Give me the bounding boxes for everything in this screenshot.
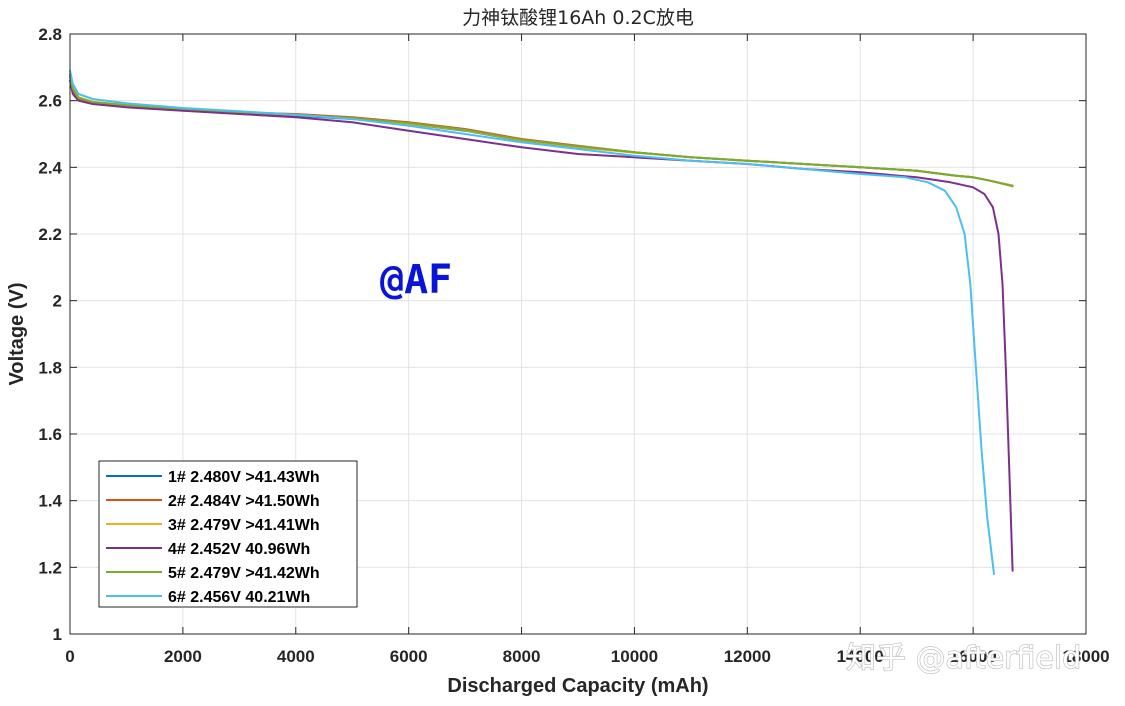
watermark: 知乎 @afterfield bbox=[846, 641, 1081, 676]
x-tick-label: 16000 bbox=[949, 647, 996, 666]
axis-ticks: 0 2000 4000 6000 8000 10000 12000 14000 16000 180… bbox=[38, 25, 1109, 666]
y-tick-label: 2.2 bbox=[38, 225, 62, 244]
x-tick-label: 6000 bbox=[390, 647, 428, 666]
series-lines bbox=[69, 69, 1014, 575]
legend-label-4: 4# 2.452V 40.96Wh bbox=[168, 541, 310, 558]
legend-box bbox=[98, 460, 358, 608]
legend-label-1: 1# 2.480V >41.43Wh bbox=[168, 469, 320, 486]
y-tick-label: 1 bbox=[53, 625, 62, 644]
y-tick-label: 1.6 bbox=[38, 425, 62, 444]
x-tick-label: 12000 bbox=[724, 647, 771, 666]
y-tick-label: 2.8 bbox=[38, 25, 62, 44]
y-tick-label: 2 bbox=[53, 292, 62, 311]
legend-label-5: 5# 2.479V >41.42Wh bbox=[168, 565, 320, 582]
x-tick-label: 2000 bbox=[164, 647, 202, 666]
x-tick-label: 10000 bbox=[611, 647, 658, 666]
x-tick-label: 4000 bbox=[277, 647, 315, 666]
y-tick-label: 1.8 bbox=[38, 358, 62, 377]
y-axis-label: Voltage (V) bbox=[6, 283, 28, 386]
legend: 1# 2.480V >41.43Wh 2# 2.484V >41.50Wh 3# 2… bbox=[98, 460, 358, 608]
series-line-5 bbox=[69, 74, 1014, 188]
legend-label-2: 2# 2.484V >41.50Wh bbox=[168, 493, 320, 510]
chart-title: 力神钛酸锂16Ah 0.2C放电 bbox=[462, 7, 694, 29]
plot-frame bbox=[69, 33, 1087, 635]
x-axis-label: Discharged Capacity (mAh) bbox=[447, 675, 708, 697]
y-tick-label: 2.4 bbox=[38, 158, 62, 177]
y-tick-label: 1.2 bbox=[38, 558, 62, 577]
legend-label-6: 6# 2.456V 40.21Wh bbox=[168, 589, 310, 606]
y-tick-label: 1.4 bbox=[38, 492, 62, 511]
legend-label-3: 3# 2.479V >41.41Wh bbox=[168, 517, 320, 534]
x-tick-label: 14000 bbox=[837, 647, 884, 666]
x-tick-label: 8000 bbox=[503, 647, 541, 666]
annotation-af: @AF bbox=[380, 257, 452, 303]
y-tick-label: 2.6 bbox=[38, 92, 62, 111]
x-tick-label: 0 bbox=[65, 647, 74, 666]
series-line-6 bbox=[69, 69, 995, 575]
x-tick-label: 18000 bbox=[1062, 647, 1109, 666]
